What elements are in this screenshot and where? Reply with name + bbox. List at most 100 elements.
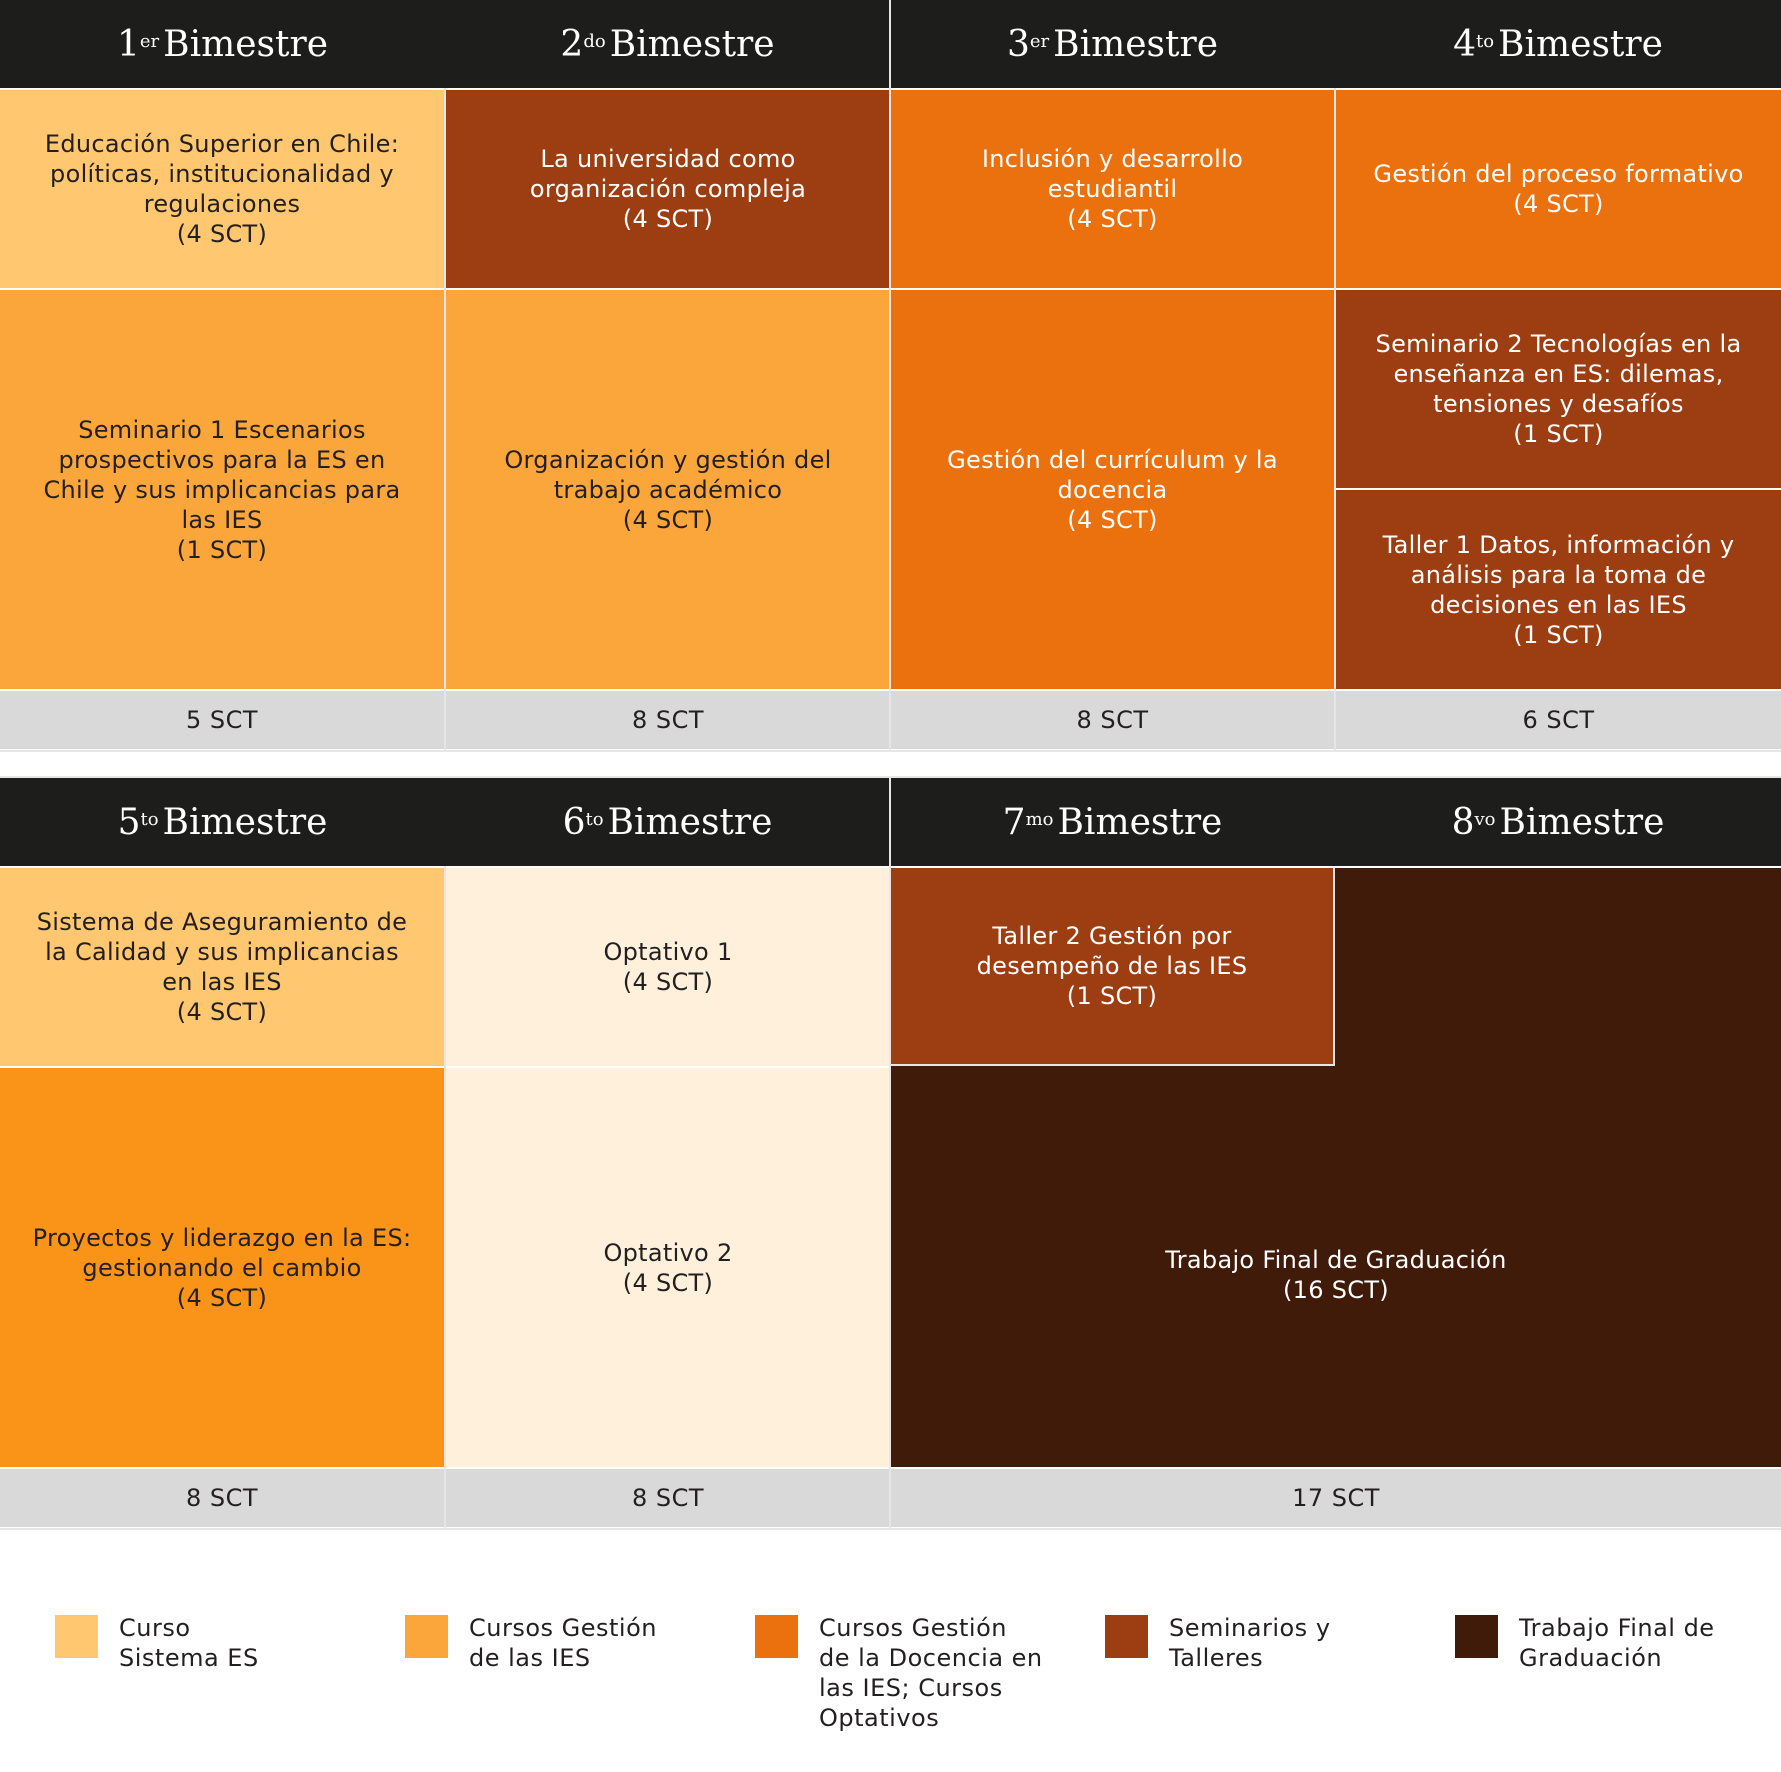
block-2: 5 to Bimestre 6 to Bimestre 7 mo Bimestre 8 vo B… — [0, 778, 1781, 1528]
course-title: Optativo 2 — [603, 1238, 733, 1267]
legend-item-trabajo-final: Trabajo Final de Graduación — [1455, 1613, 1715, 1673]
divider — [0, 776, 1781, 778]
course-sct: (4 SCT) — [1067, 505, 1158, 534]
total-sct-bimestre-7-8: 17 SCT — [891, 1469, 1781, 1527]
header-bimestre-8: 8 vo Bimestre — [1335, 778, 1781, 866]
legend-item-sistema-es: Curso Sistema ES — [55, 1613, 259, 1673]
total-sct-bimestre-3: 8 SCT — [891, 691, 1334, 749]
legend-item-gestion-docencia: Cursos Gestión de la Docencia en las IES… — [755, 1613, 1043, 1733]
course-sct: (4 SCT) — [622, 505, 714, 534]
header-bimestre-3: 3 er Bimestre — [890, 0, 1335, 88]
divider — [889, 0, 891, 750]
legend-line: Talleres — [1169, 1644, 1264, 1672]
legend-swatch — [1455, 1615, 1498, 1658]
legend-label: Cursos Gestión de la Docencia en las IES… — [819, 1613, 1043, 1733]
course-title: Optativo 1 — [603, 938, 733, 966]
legend-swatch — [55, 1615, 98, 1658]
course-title: Seminario 2 Tecnologías en la enseñanza … — [1375, 330, 1742, 418]
legend-line: Graduación — [1519, 1644, 1663, 1672]
legend-label: Cursos Gestión de las IES — [469, 1613, 657, 1673]
header-num: 5 — [117, 801, 141, 843]
total-sct-bimestre-1: 5 SCT — [0, 691, 444, 749]
course-gestion-proceso-formativo: Gestión del proceso formativo (4 SCT) — [1336, 90, 1781, 288]
course-proyectos-liderazgo: Proyectos y liderazgo en la ES: gestiona… — [0, 1068, 444, 1467]
header-word: Bimestre — [162, 801, 328, 843]
course-taller-2: Taller 2 Gestión por desempeño de las IE… — [891, 868, 1335, 1066]
legend-line: de la Docencia en — [819, 1644, 1043, 1672]
header-word: Bimestre — [1498, 23, 1663, 65]
course-aseguramiento-calidad: Sistema de Aseguramiento de la Calidad y… — [0, 868, 444, 1066]
course-sct: (1 SCT) — [1513, 420, 1604, 448]
legend-line: Sistema ES — [119, 1644, 259, 1672]
header-sup: do — [583, 30, 606, 52]
legend-line: Optativos — [819, 1704, 940, 1732]
header-num: 7 — [1002, 801, 1026, 843]
legend-line: las IES; Cursos — [819, 1674, 1003, 1702]
course-title: La universidad como organización complej… — [529, 145, 807, 203]
divider — [444, 866, 446, 1528]
course-title: Taller 2 Gestión por desempeño de las IE… — [976, 922, 1248, 980]
header-bimestre-1: 1 er Bimestre — [0, 0, 445, 88]
header-bimestre-6: 6 to Bimestre — [445, 778, 890, 866]
divider — [0, 1528, 1781, 1530]
legend-swatch — [755, 1615, 798, 1658]
legend-item-seminarios-talleres: Seminarios y Talleres — [1105, 1613, 1331, 1673]
course-title: Gestión del proceso formativo — [1373, 160, 1744, 188]
course-sct: (1 SCT) — [1513, 620, 1604, 649]
course-title: Taller 1 Datos, información y análisis p… — [1382, 530, 1735, 619]
course-sct: (16 SCT) — [1283, 1276, 1389, 1304]
total-sct-bimestre-2: 8 SCT — [446, 691, 890, 749]
divider — [1334, 88, 1336, 750]
course-educacion-superior-chile: Educación Superior en Chile: políticas, … — [0, 90, 444, 288]
header-bimestre-2: 2 do Bimestre — [445, 0, 890, 88]
header-num: 2 — [560, 23, 584, 65]
course-organizacion-trabajo-academico: Organización y gestión del trabajo acadé… — [446, 290, 890, 689]
legend-line: Cursos Gestión — [469, 1614, 657, 1642]
course-sct: (4 SCT) — [622, 1268, 714, 1297]
header-word: Bimestre — [607, 801, 773, 843]
header-word: Bimestre — [1499, 801, 1665, 843]
header-sup: er — [139, 30, 160, 52]
header-sup: mo — [1025, 808, 1054, 830]
header-word: Bimestre — [609, 23, 775, 65]
course-sct: (4 SCT) — [176, 220, 268, 248]
header-num: 6 — [562, 801, 586, 843]
course-title: Inclusión y desarrollo estudiantil — [981, 145, 1244, 203]
course-sct: (1 SCT) — [176, 535, 268, 564]
block-1: 1 er Bimestre 2 do Bimestre 3 er Bimestre 4 to B… — [0, 0, 1781, 750]
header-word: Bimestre — [163, 23, 329, 65]
legend-line: de las IES — [469, 1644, 591, 1672]
total-sct-bimestre-5: 8 SCT — [0, 1469, 444, 1527]
divider — [889, 778, 891, 1528]
header-sup: vo — [1474, 808, 1496, 830]
legend-label: Seminarios y Talleres — [1169, 1613, 1331, 1673]
divider — [444, 88, 446, 750]
course-optativo-2: Optativo 2 (4 SCT) — [446, 1068, 890, 1467]
legend-swatch — [405, 1615, 448, 1658]
course-title: Proyectos y liderazgo en la ES: gestiona… — [32, 1223, 412, 1282]
legend-label: Curso Sistema ES — [119, 1613, 259, 1673]
header-sup: to — [140, 808, 159, 830]
course-title: Organización y gestión del trabajo acadé… — [504, 445, 832, 504]
course-title: Trabajo Final de Graduación — [1165, 1246, 1507, 1274]
header-bimestre-4: 4 to Bimestre — [1335, 0, 1781, 88]
course-optativo-1: Optativo 1 (4 SCT) — [446, 868, 890, 1066]
header-word: Bimestre — [1053, 23, 1219, 65]
header-sup: er — [1029, 30, 1050, 52]
course-seminario-2: Seminario 2 Tecnologías en la enseñanza … — [1336, 290, 1781, 488]
divider — [0, 750, 1781, 752]
course-sct: (1 SCT) — [1066, 982, 1158, 1010]
course-sct: (4 SCT) — [176, 1283, 268, 1312]
legend-line: Cursos Gestión — [819, 1614, 1007, 1642]
course-sct: (4 SCT) — [176, 998, 268, 1026]
legend-label: Trabajo Final de Graduación — [1519, 1613, 1715, 1673]
total-sct-bimestre-6: 8 SCT — [446, 1469, 890, 1527]
course-sct: (4 SCT) — [1067, 205, 1158, 233]
header-bimestre-5: 5 to Bimestre — [0, 778, 445, 866]
legend-line: Seminarios y — [1169, 1614, 1331, 1642]
course-taller-1: Taller 1 Datos, información y análisis p… — [1336, 490, 1781, 689]
header-num: 8 — [1451, 801, 1475, 843]
legend-line: Trabajo Final de — [1519, 1614, 1715, 1642]
header-num: 1 — [116, 23, 140, 65]
course-inclusion-desarrollo-estudiantil: Inclusión y desarrollo estudiantil (4 SCT… — [891, 90, 1334, 288]
